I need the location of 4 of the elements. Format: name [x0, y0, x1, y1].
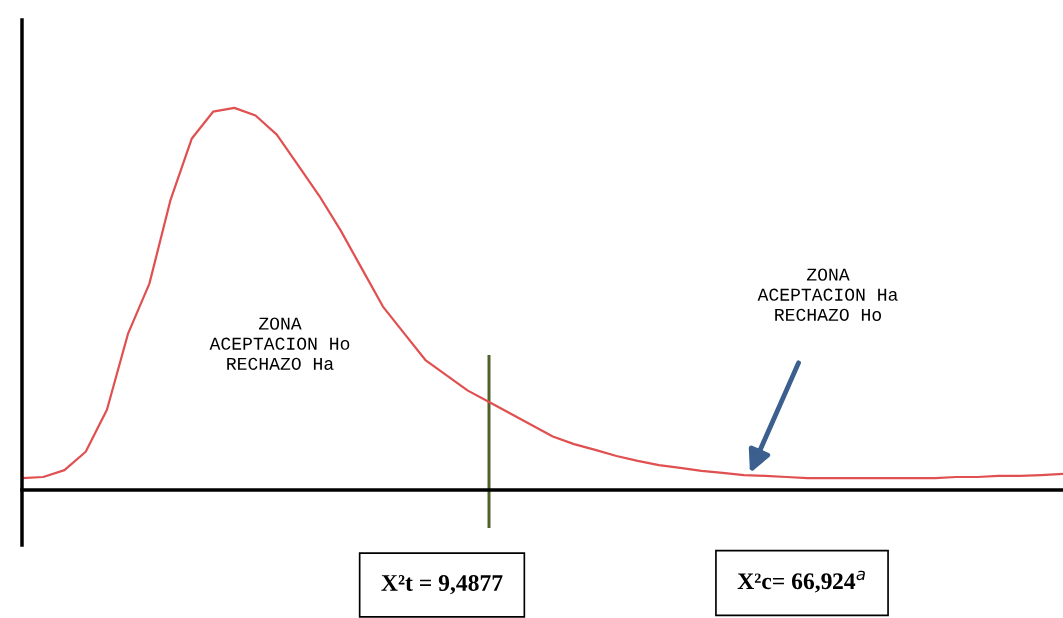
- text: X²t = 9,4877: [381, 574, 503, 595]
- text: X²c= 66,924$^{a}$: [737, 570, 865, 593]
- annotation: ZONA ACEPTACION Ha RECHAZO Ho: [757, 268, 898, 321]
- annotation: ZONA ACEPTACION Ho RECHAZO Ha: [209, 317, 350, 370]
